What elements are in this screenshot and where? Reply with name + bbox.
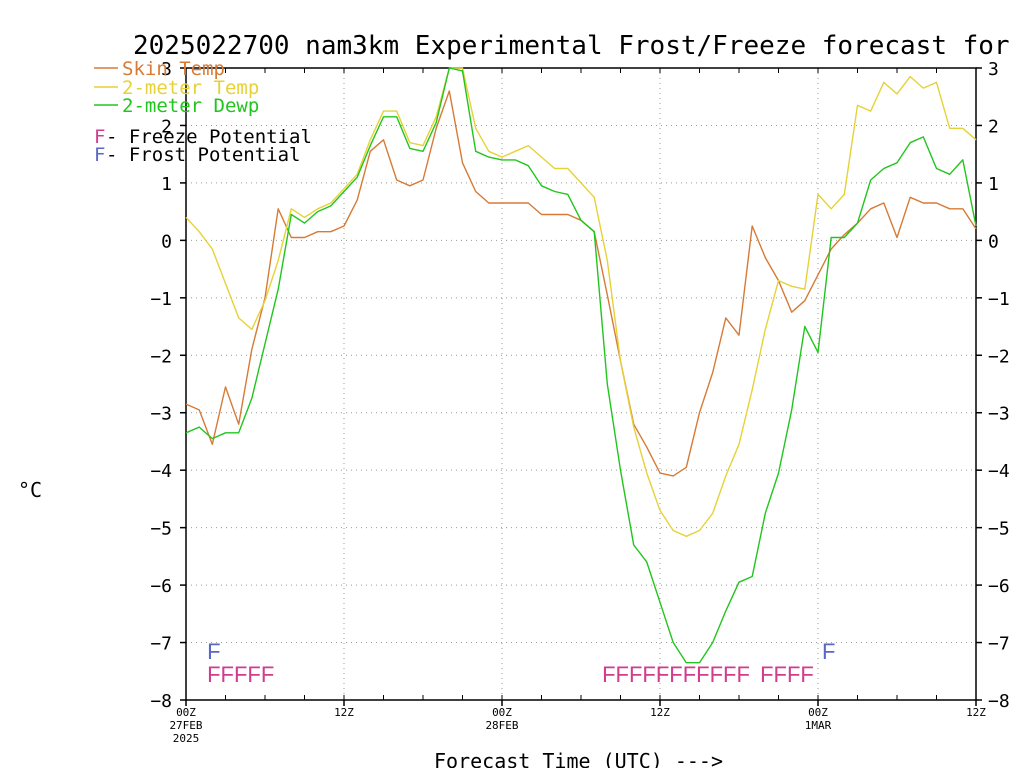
legend: Skin Temp 2-meter Temp 2-meter Dewp F - …	[94, 58, 312, 166]
x-tick-label: 1MAR	[805, 719, 832, 732]
legend-label-2m-dewp: 2-meter Dewp	[122, 95, 259, 117]
y-tick-label-right: −3	[988, 404, 1010, 425]
y-axis-label: °C	[18, 478, 42, 502]
x-tick-label: 12Z	[966, 706, 986, 719]
y-tick-label: −7	[150, 634, 172, 655]
x-tick-label: 12Z	[334, 706, 354, 719]
series-line-skin-temp	[185, 90, 977, 477]
y-tick-label-right: −7	[988, 634, 1010, 655]
x-axis-label: Forecast Time (UTC) --->	[434, 749, 723, 768]
y-axis-right: −8 −7 −6 −5 −4 −3 −2 −1 0 1 2 3	[976, 59, 1010, 712]
y-tick-label-right: −5	[988, 519, 1010, 540]
x-tick-label: 00Z	[176, 706, 196, 719]
potential-flags: FFFFF FFFFFFFFFFF FFFFF F	[207, 639, 835, 687]
chart-title: 2025022700 nam3km Experimental Frost/Fre…	[133, 31, 1024, 61]
legend-freeze-text: - Freeze Potential	[106, 126, 312, 148]
x-tick-label: 27FEB	[169, 719, 202, 732]
x-tick-label: 00Z	[808, 706, 828, 719]
y-tick-label-right: 3	[988, 59, 999, 80]
y-tick-label-right: −6	[988, 576, 1010, 597]
freeze-flag: FFFFFFFFFFF	[602, 662, 750, 687]
freeze-flag: FFFF	[760, 662, 814, 687]
y-tick-label-right: −4	[988, 461, 1010, 482]
y-tick-label-right: 1	[988, 174, 999, 195]
y-tick-label-right: −2	[988, 346, 1010, 367]
y-tick-label: −2	[150, 346, 172, 367]
frost-flag: F	[207, 639, 220, 664]
x-tick-label: 28FEB	[485, 719, 518, 732]
series-line-2-meter-temp	[185, 67, 977, 537]
y-tick-label: 1	[161, 174, 172, 195]
frost-flag: F	[822, 639, 835, 664]
y-tick-label: −5	[150, 519, 172, 540]
legend-frost-letter: F	[94, 144, 105, 166]
freeze-flag: FFFFF	[207, 662, 274, 687]
y-tick-label: −6	[150, 576, 172, 597]
grid	[186, 68, 976, 700]
y-tick-label: −3	[150, 404, 172, 425]
y-tick-label: 0	[161, 231, 172, 252]
y-tick-label-right: 2	[988, 116, 999, 137]
series-line-2-meter-dewp	[185, 67, 977, 664]
y-tick-label: −8	[150, 691, 172, 712]
y-tick-label-right: −1	[988, 289, 1010, 310]
y-tick-label-right: −8	[988, 691, 1010, 712]
legend-frost-text: - Frost Potential	[106, 144, 300, 166]
x-tick-label: 2025	[173, 732, 200, 745]
y-tick-label: 3	[161, 59, 172, 80]
y-axis-left: −8 −7 −6 −5 −4 −3 −2 −1 0 1 2 3	[150, 59, 186, 712]
legend-freeze-letter: F	[94, 126, 105, 148]
y-tick-label: −4	[150, 461, 172, 482]
axes	[185, 67, 977, 701]
plot-frame	[185, 67, 977, 701]
legend-label-2m-temp: 2-meter Temp	[122, 77, 259, 99]
x-tick-label: 00Z	[492, 706, 512, 719]
legend-label-skin-temp: Skin Temp	[122, 58, 225, 80]
series-lines	[185, 67, 977, 664]
y-tick-label: 2	[161, 116, 172, 137]
x-tick-label: 12Z	[650, 706, 670, 719]
y-tick-label: −1	[150, 289, 172, 310]
y-tick-label-right: 0	[988, 231, 999, 252]
